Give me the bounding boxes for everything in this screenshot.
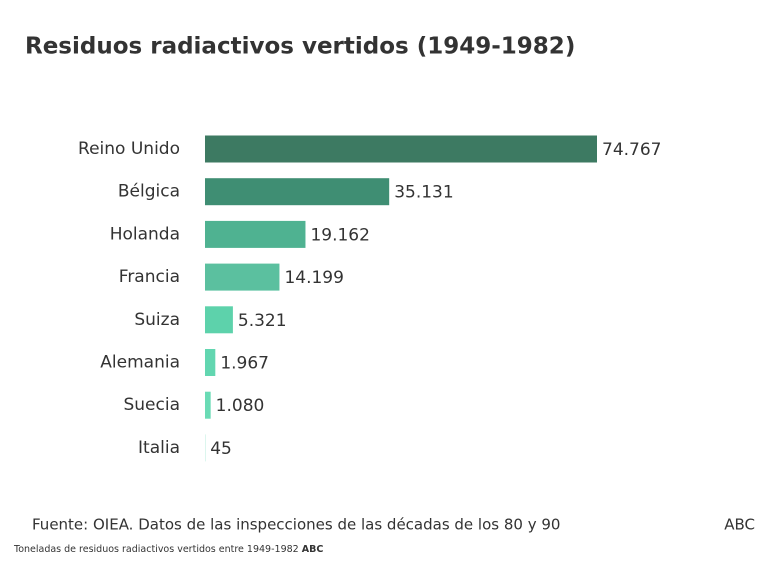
category-label: Italia [138,438,180,458]
bar [205,349,216,376]
category-label: Suiza [134,310,180,330]
brand: ABC [724,516,755,534]
category-label: Bélgica [118,182,180,202]
source: Fuente: OIEA. Datos de las inspecciones … [32,516,560,534]
caption-brand: ABC [302,544,324,555]
value-label: 45 [210,439,232,459]
value-label: 35.131 [394,183,453,203]
caption: Toneladas de residuos radiactivos vertid… [13,544,323,555]
bar [205,391,211,419]
bar [205,220,306,248]
category-label: Holanda [110,224,180,244]
value-label: 14.199 [284,268,343,288]
bar [205,135,597,163]
value-label: 5.321 [238,311,287,331]
caption-text: Toneladas de residuos radiactivos vertid… [13,544,299,555]
bar [205,306,233,334]
value-label: 1.967 [220,354,269,374]
value-label: 1.080 [216,396,265,416]
category-label: Francia [119,267,180,287]
category-label: Suecia [123,395,180,415]
bar [205,263,280,291]
value-label: 19.162 [310,225,369,245]
chart-title: Residuos radiactivos vertidos (1949-1982… [25,34,575,60]
category-label: Reino Unido [78,139,180,159]
category-label: Alemania [100,353,180,373]
value-label: 74.767 [602,140,661,160]
bar [205,178,390,206]
